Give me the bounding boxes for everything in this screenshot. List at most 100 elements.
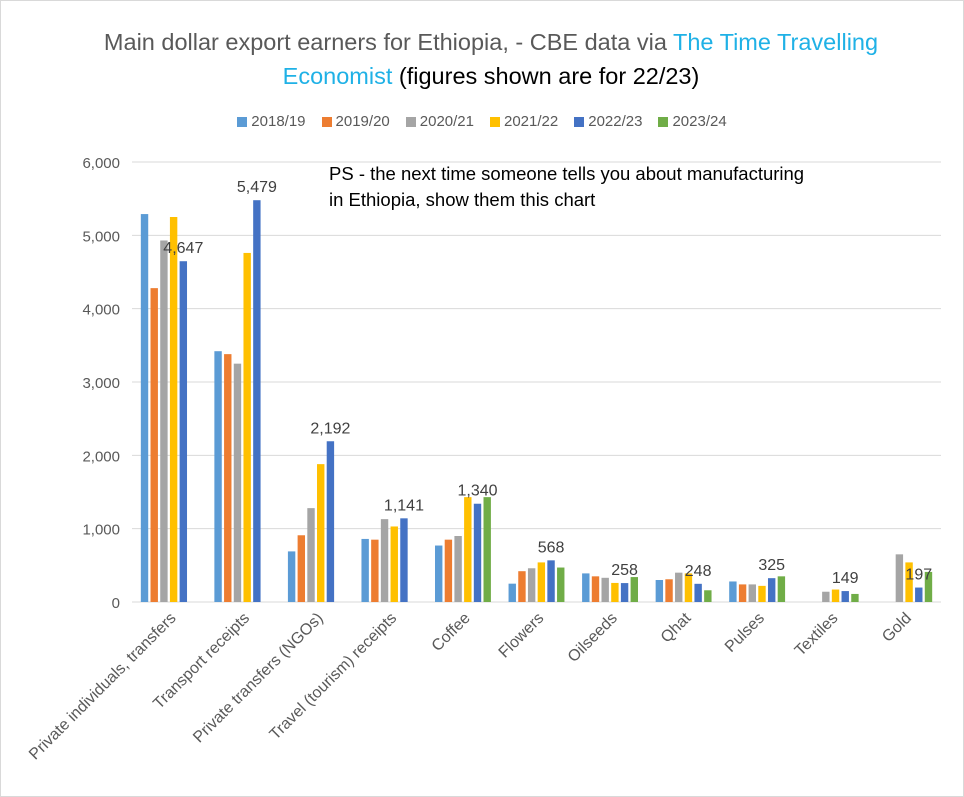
bar (905, 562, 913, 602)
bar (233, 363, 242, 602)
bar (655, 580, 664, 602)
bar (738, 584, 747, 602)
legend-item: 2018/19 (237, 113, 306, 130)
bar (371, 539, 379, 602)
bar (179, 261, 188, 602)
bar (390, 526, 398, 602)
title-tail: (figures shown are for 22/23) (392, 63, 700, 89)
data-label: 248 (685, 563, 712, 580)
x-category-label: Textiles (792, 610, 842, 660)
x-category-label: Pulses (722, 610, 768, 656)
bar (591, 576, 600, 602)
bar (704, 590, 712, 602)
bar (527, 568, 536, 602)
bar (380, 519, 389, 602)
bar (758, 585, 766, 602)
bar (822, 591, 830, 602)
y-tick-label: 2,000 (82, 448, 120, 465)
data-label: 5,479 (237, 179, 277, 196)
bar (508, 583, 516, 602)
bar (729, 581, 737, 602)
legend-swatch (321, 116, 332, 127)
bar (160, 240, 168, 602)
data-label: 258 (611, 562, 638, 579)
bar (253, 200, 261, 602)
data-label: 149 (832, 570, 859, 587)
bar (611, 582, 619, 602)
x-category-label: Qhat (658, 609, 695, 646)
annotation-line-1: PS - the next time someone tells you abo… (329, 163, 805, 184)
data-label: 4,647 (163, 240, 203, 257)
data-label: 197 (905, 567, 932, 584)
bar (518, 571, 526, 602)
x-category-label: Flowers (496, 610, 548, 662)
bar (297, 535, 306, 602)
bar (895, 554, 904, 602)
y-tick-label: 1,000 (82, 522, 120, 539)
bar (537, 562, 546, 602)
legend-swatch (405, 116, 416, 127)
chart-annotation: PS - the next time someone tells you abo… (329, 161, 909, 213)
title-main: Main dollar export earners for Ethiopia,… (103, 29, 673, 55)
x-category-label: Travel (tourism) receipts (267, 610, 401, 744)
legend-label: 2022/23 (588, 113, 643, 130)
legend-item: 2021/22 (490, 113, 558, 130)
bar (684, 573, 693, 602)
bar (777, 576, 786, 602)
bar (224, 354, 232, 602)
chart-title: Main dollar export earners for Ethiopia,… (91, 25, 891, 93)
x-category-label: Coffee (429, 610, 474, 655)
data-label: 568 (538, 539, 565, 556)
bar (150, 288, 158, 602)
bar (767, 578, 776, 602)
bar (675, 572, 683, 602)
legend-label: 2021/22 (504, 113, 559, 130)
data-label: 1,340 (457, 483, 497, 500)
y-tick-label: 0 (112, 595, 120, 612)
bar (435, 545, 443, 602)
bar (400, 518, 408, 602)
bar (483, 497, 491, 602)
bar (630, 577, 638, 602)
bar (317, 464, 325, 602)
x-category-label: Private transfers (NGOs) (190, 610, 326, 746)
bar (841, 591, 849, 602)
chart-legend: 2018/19 2019/20 2020/21 2021/22 2022/23 2023/… (1, 113, 963, 130)
bar (326, 441, 335, 602)
title-link[interactable]: The Time Travelling Economist (282, 29, 879, 89)
bar (620, 583, 629, 602)
x-category-label: Private individuals, transfers (26, 610, 180, 764)
y-tick-label: 5,000 (82, 228, 120, 245)
bar (601, 577, 609, 602)
bar (444, 539, 453, 602)
legend-label: 2019/20 (335, 113, 390, 130)
bar (915, 587, 923, 602)
legend-label: 2020/21 (419, 113, 474, 130)
legend-swatch (490, 116, 500, 127)
y-tick-label: 6,000 (82, 155, 120, 172)
bar (214, 351, 222, 602)
data-label: 325 (758, 557, 785, 574)
bar (547, 560, 555, 602)
y-tick-label: 3,000 (82, 375, 120, 392)
bar (243, 252, 251, 602)
x-category-label: Gold (879, 610, 915, 646)
bar (454, 536, 462, 602)
legend-swatch (658, 116, 669, 127)
bar (582, 573, 590, 602)
bar (557, 567, 565, 602)
data-label: 1,141 (384, 497, 424, 514)
legend-item: 2019/20 (321, 113, 390, 130)
legend-label: 2018/19 (251, 113, 306, 130)
legend-item: 2020/21 (405, 113, 474, 130)
legend-item: 2023/24 (658, 113, 727, 130)
legend-item: 2022/23 (574, 113, 642, 130)
x-category-label: Oilseeds (565, 610, 621, 666)
legend-swatch (574, 116, 585, 127)
bar (140, 214, 149, 603)
annotation-line-2: in Ethiopia, show them this chart (329, 189, 596, 210)
bar (831, 589, 840, 602)
legend-swatch (237, 116, 248, 127)
